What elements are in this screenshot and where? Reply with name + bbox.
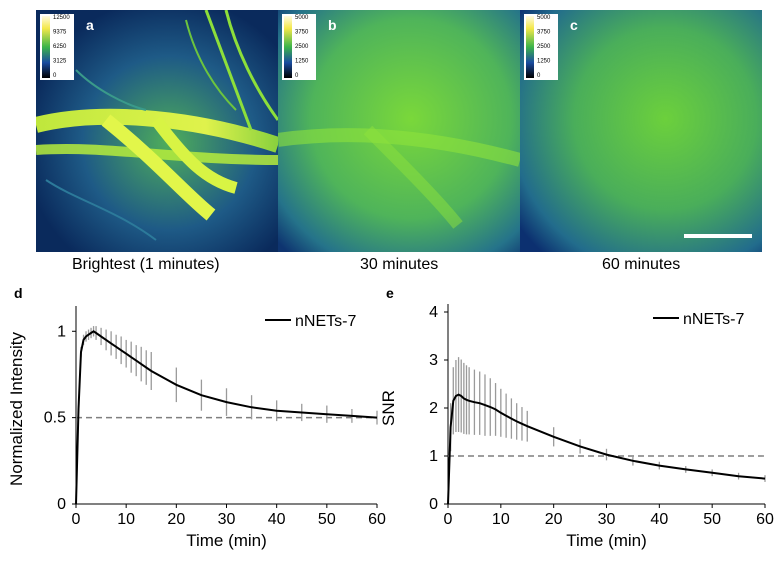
colorbar-tick-label: 2500 (537, 44, 551, 50)
y-tick-label: 0 (57, 496, 66, 513)
panel-letter-d: d (14, 285, 23, 301)
y-tick-label: 3 (429, 352, 438, 369)
panel-letter-c: c (570, 17, 578, 33)
y-tick-label: 0.5 (44, 410, 66, 427)
caption-panel-a: Brightest (1 minutes) (72, 256, 220, 273)
colorbar-tick-label: 5000 (537, 15, 551, 21)
legend-label: nNETs-7 (295, 313, 356, 330)
colorbar-tick-label: 0 (53, 73, 57, 79)
x-tick-label: 40 (650, 511, 668, 528)
legend-label: nNETs-7 (683, 311, 744, 328)
panel-letter-e: e (386, 285, 394, 301)
colorbar-tick-label: 1250 (537, 59, 551, 65)
series-line (75, 330, 378, 505)
y-axis-label: SNR (379, 390, 398, 426)
x-tick-label: 60 (756, 511, 774, 528)
plot-e: e 0 10 20 30 40 50 60 0 1 2 3 4 Time (min) SNR nNETs-7 (379, 282, 779, 562)
x-tick-label: 30 (218, 511, 236, 528)
x-axis-label: Time (min) (566, 531, 647, 550)
x-tick-label: 40 (268, 511, 286, 528)
colorbar-tick-label: 5000 (295, 15, 309, 21)
colorbar-tick-label: 12500 (53, 15, 70, 21)
colorbar-b (284, 16, 292, 78)
panel-letter-a: a (86, 17, 94, 33)
y-tick-label: 4 (429, 304, 438, 321)
x-tick-label: 50 (318, 511, 336, 528)
x-tick-label: 20 (167, 511, 185, 528)
x-tick-label: 30 (598, 511, 616, 528)
colorbar-c (526, 16, 534, 78)
x-tick-label: 0 (72, 511, 81, 528)
colorbar-tick-label: 2500 (295, 44, 309, 50)
colorbar-tick-label: 0 (537, 73, 541, 79)
x-axis-label: Time (min) (186, 531, 267, 550)
x-tick-label: 10 (117, 511, 135, 528)
y-tick-label: 0 (429, 496, 438, 513)
colorbar-tick-label: 3750 (537, 30, 551, 36)
plot-d: d 0 10 20 30 40 50 60 0 0.5 1 Time (min) Normalized … (0, 282, 390, 562)
colorbar-tick-label: 1250 (295, 59, 309, 65)
y-tick-label: 1 (57, 323, 66, 340)
x-tick-label: 60 (368, 511, 386, 528)
image-panel-a (36, 10, 278, 252)
y-axis-label: Normalized Intensity (7, 332, 26, 487)
colorbar-tick-label: 0 (295, 73, 299, 79)
image-panel-c (520, 10, 762, 252)
scale-bar (684, 234, 752, 238)
colorbar-tick-label: 3125 (53, 59, 67, 65)
caption-panel-b: 30 minutes (360, 256, 439, 273)
y-tick-label: 2 (429, 400, 438, 417)
panel-letter-b: b (328, 17, 337, 33)
x-tick-label: 0 (444, 511, 453, 528)
x-tick-label: 20 (545, 511, 563, 528)
y-tick-label: 1 (429, 448, 438, 465)
colorbar-tick-label: 9375 (53, 30, 67, 36)
series-line (447, 393, 766, 505)
colorbar-a (42, 16, 50, 78)
x-tick-label: 10 (492, 511, 510, 528)
caption-panel-c: 60 minutes (602, 256, 681, 273)
x-tick-label: 50 (703, 511, 721, 528)
colorbar-tick-label: 6250 (53, 44, 67, 50)
image-panel-b (278, 10, 520, 252)
colorbar-tick-label: 3750 (295, 30, 309, 36)
